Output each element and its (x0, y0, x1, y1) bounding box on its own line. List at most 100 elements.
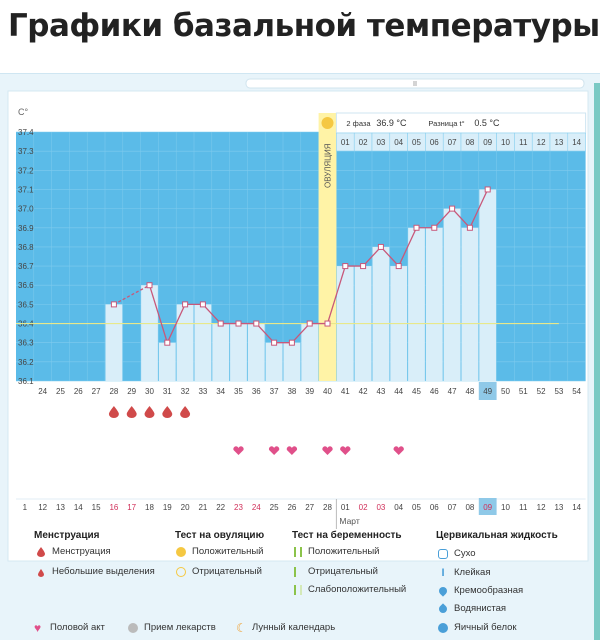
legend-pregnancy-negative: Отрицательный (294, 566, 378, 577)
temperature-bar (230, 323, 247, 381)
legend-cervical-watery: Водянистая (437, 602, 506, 615)
y-tick-label: 37.0 (18, 205, 34, 214)
y-tick-label: 37.1 (18, 185, 34, 194)
post-ovulation-day: 03 (376, 138, 385, 147)
date-label: 02 (359, 503, 368, 512)
post-ovulation-day: 11 (519, 138, 528, 147)
date-label: 26 (287, 503, 296, 512)
date-label: 14 (572, 503, 581, 512)
month-label: Март (339, 516, 359, 526)
temperature-point (324, 320, 331, 327)
pill-icon (128, 622, 138, 633)
ovulation-positive-icon (321, 117, 334, 129)
cycle-day-label: 44 (394, 387, 403, 396)
legend-medication: Прием лекарств (128, 622, 216, 633)
temperature-bar (105, 304, 123, 381)
temperature-line (255, 323, 275, 344)
legend-menstruation: Менструация (36, 546, 111, 557)
legend-light-bleeding: Небольшие выделения (36, 566, 155, 577)
temperature-line (113, 284, 150, 305)
post-ovulation-day: 05 (412, 138, 421, 147)
temperature-point (110, 301, 117, 308)
double-bar-icon (294, 546, 302, 557)
y-tick-label: 37.3 (18, 147, 34, 156)
date-label: 06 (430, 503, 439, 512)
cycle-day-label: 45 (412, 387, 421, 396)
temperature-point (431, 224, 438, 231)
y-tick-label: 36.1 (18, 377, 34, 386)
y-tick-label: 37.4 (18, 128, 34, 137)
menstruation-drop-icon (108, 406, 119, 418)
legend-ovulation-positive: Положительный (176, 546, 263, 557)
date-label: 11 (519, 503, 528, 512)
cycle-day-label: 27 (92, 387, 101, 396)
cycle-day-label: 49 (483, 387, 492, 396)
temperature-bar (443, 208, 461, 381)
legend-pregnancy-title: Тест на беременность (292, 530, 402, 541)
intercourse-heart-icon (268, 446, 280, 455)
cycle-day-label: 42 (359, 387, 368, 396)
temperature-line (451, 208, 471, 229)
date-label: 23 (234, 503, 243, 512)
date-label: 13 (56, 503, 65, 512)
legend-menstruation-title: Менструация (34, 530, 100, 541)
temperature-bar (247, 323, 265, 381)
post-ovulation-day: 13 (554, 138, 563, 147)
legend-label: Слабоположительный (308, 584, 407, 595)
post-ovulation-day: 07 (448, 138, 457, 147)
temperature-point (377, 243, 384, 250)
temperature-line (166, 304, 186, 343)
date-label: 01 (341, 503, 350, 512)
highlight-day (478, 382, 497, 400)
temperature-line (202, 303, 222, 324)
cycle-day-label: 35 (234, 387, 243, 396)
menstruation-drop-icon (162, 406, 173, 418)
ovulation-band (318, 113, 337, 381)
date-label: 14 (74, 503, 83, 512)
legend-label: Отрицательный (308, 566, 378, 577)
date-label: 15 (92, 503, 101, 512)
date-label: 28 (323, 503, 332, 512)
post-ovulation-day: 14 (572, 138, 581, 147)
y-tick-label: 36.3 (18, 339, 34, 348)
date-label: 20 (181, 503, 190, 512)
date-label: 21 (198, 503, 207, 512)
temperature-bar (425, 227, 443, 381)
cycle-day-label: 26 (74, 387, 83, 396)
intercourse-heart-icon (233, 446, 244, 455)
cycle-day-label: 48 (465, 387, 474, 396)
ovulation-label: ОВУЛЯЦИЯ (324, 143, 333, 188)
legend-label: Менструация (52, 546, 111, 557)
cycle-day-label: 31 (163, 387, 172, 396)
date-label: 25 (270, 503, 279, 512)
date-label: 04 (394, 503, 403, 512)
date-label: 24 (252, 503, 261, 512)
egg-white-icon (438, 622, 448, 633)
temperature-point (253, 320, 260, 327)
menstruation-drop-icon (144, 406, 155, 418)
date-label: 08 (465, 503, 474, 512)
single-bar-icon (294, 566, 302, 577)
y-tick-label: 36.2 (18, 358, 34, 367)
temperature-bar (408, 227, 425, 381)
post-ovulation-day: 10 (501, 138, 510, 147)
cycle-day-label: 50 (501, 387, 510, 396)
water-drop-icon (437, 602, 449, 615)
cycle-day-label: 39 (305, 387, 314, 396)
cycle-day-label: 25 (56, 387, 65, 396)
date-label: 12 (537, 503, 546, 512)
cycle-day-label: 32 (181, 387, 190, 396)
temperature-bar (158, 342, 176, 381)
phase-label: 2 фаза (346, 119, 371, 128)
page-title: Графики базальной температуры (8, 8, 600, 44)
temperature-bar (479, 189, 497, 381)
temperature-point (235, 320, 242, 327)
temperature-point (342, 263, 349, 270)
legend-pregnancy-weak: Слабоположительный (294, 584, 406, 595)
post-ovulation-day: 02 (359, 138, 368, 147)
date-label: 17 (127, 503, 136, 512)
temperature-line (433, 208, 453, 229)
cycle-day-label: 41 (341, 387, 350, 396)
date-label: 18 (145, 503, 154, 512)
intercourse-heart-icon (340, 446, 351, 455)
